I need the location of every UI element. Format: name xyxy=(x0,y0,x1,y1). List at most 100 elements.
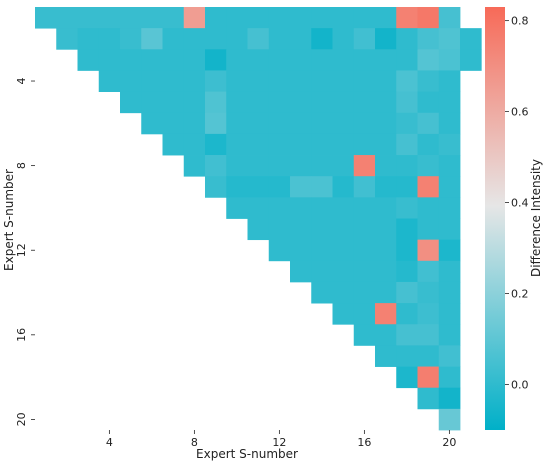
heatmap-cell xyxy=(311,155,333,177)
x-axis-label: Expert S-number xyxy=(196,447,298,461)
heatmap-cell xyxy=(396,133,418,156)
heatmap-cell xyxy=(226,197,248,219)
colorbar-tick-label: 0.4 xyxy=(511,197,529,210)
heatmap-cell xyxy=(353,176,376,198)
colorbar-tick-label: 0.6 xyxy=(511,106,529,119)
heatmap-cell xyxy=(332,133,355,156)
heatmap-cell xyxy=(396,176,418,198)
heatmap-cell xyxy=(120,91,142,114)
heatmap-cell xyxy=(247,218,270,241)
heatmap-cell xyxy=(417,303,440,325)
heatmap-cell xyxy=(417,155,440,177)
heatmap-cell xyxy=(247,176,270,198)
heatmap-cell xyxy=(375,197,397,219)
y-axis-ticks: 4 8 12 16 20 xyxy=(15,78,35,426)
heatmap-cell xyxy=(375,345,397,367)
heatmap-cell xyxy=(311,28,333,50)
heatmap-cell xyxy=(247,197,270,219)
heatmap-cell xyxy=(290,91,312,114)
heatmap-cell xyxy=(332,260,355,283)
heatmap-cell xyxy=(268,133,291,156)
heatmap-cell xyxy=(162,7,185,29)
heatmap-cell xyxy=(353,218,376,241)
y-tick-label: 12 xyxy=(15,243,28,257)
heatmap-cell xyxy=(375,324,397,346)
heatmap-cell xyxy=(247,112,270,135)
heatmap-cell xyxy=(438,49,461,71)
heatmap-cell xyxy=(226,91,248,114)
heatmap-cell xyxy=(332,70,355,92)
y-axis-label: Expert S-number xyxy=(2,169,16,271)
heatmap-cell xyxy=(417,49,440,71)
heatmap-cell xyxy=(247,70,270,92)
heatmap-cell xyxy=(120,7,142,29)
heatmap-cell xyxy=(311,133,333,156)
colorbar-label: Difference Intensity xyxy=(529,159,543,277)
heatmap-cell xyxy=(375,218,397,241)
heatmap-cell xyxy=(438,112,461,135)
heatmap-cell xyxy=(141,28,163,50)
heatmap-cell xyxy=(77,49,100,71)
colorbar-tick-label: 0.8 xyxy=(511,15,529,28)
heatmap-cell xyxy=(417,218,440,241)
heatmap-cell xyxy=(417,28,440,50)
y-tick-label: 20 xyxy=(15,412,28,426)
heatmap-cell xyxy=(205,176,227,198)
colorbar-tick-label: 0.2 xyxy=(511,288,529,301)
heatmap-cell xyxy=(311,260,333,283)
heatmap-cell xyxy=(268,197,291,219)
heatmap-cell xyxy=(396,197,418,219)
heatmap-cell xyxy=(268,112,291,135)
x-tick-label: 16 xyxy=(357,436,371,449)
heatmap-cell xyxy=(353,133,376,156)
heatmap-cell xyxy=(375,133,397,156)
heatmap-cell xyxy=(396,260,418,283)
heatmap-cell xyxy=(205,28,227,50)
heatmap-cell xyxy=(396,7,418,29)
heatmap-cell xyxy=(353,70,376,92)
heatmap-cell xyxy=(290,133,312,156)
y-tick-label: 16 xyxy=(15,328,28,342)
heatmap-cell xyxy=(396,324,418,346)
heatmap-cell xyxy=(98,7,121,29)
heatmap-cell xyxy=(375,7,397,29)
heatmap-cell xyxy=(290,70,312,92)
heatmap-cell xyxy=(98,70,121,92)
heatmap-cell xyxy=(417,387,440,410)
heatmap-cell xyxy=(226,112,248,135)
heatmap-cell xyxy=(353,260,376,283)
heatmap-cell xyxy=(162,49,185,71)
heatmap-cell xyxy=(417,176,440,198)
heatmap-cell xyxy=(205,49,227,71)
heatmap-cell xyxy=(141,112,163,135)
x-axis-ticks: 4 8 12 16 20 xyxy=(106,430,456,449)
heatmap-cell xyxy=(396,239,418,262)
heatmap-cell xyxy=(353,155,376,177)
heatmap-cell xyxy=(375,303,397,325)
heatmap-cell xyxy=(120,28,142,50)
heatmap-cell xyxy=(183,112,206,135)
heatmap-cell xyxy=(290,260,312,283)
heatmap-cell xyxy=(247,133,270,156)
heatmap-cell xyxy=(268,239,291,262)
heatmap-cell xyxy=(311,281,333,304)
heatmap-cell xyxy=(396,70,418,92)
heatmap-cell xyxy=(311,91,333,114)
heatmap-cell xyxy=(311,112,333,135)
heatmap-cell xyxy=(375,155,397,177)
heatmap-cell xyxy=(332,239,355,262)
heatmap-cell xyxy=(353,281,376,304)
heatmap-cells xyxy=(35,7,482,431)
heatmap-cell xyxy=(396,49,418,71)
heatmap-cell xyxy=(417,366,440,389)
heatmap-cell xyxy=(438,91,461,114)
heatmap-cell xyxy=(141,7,163,29)
heatmap-cell xyxy=(35,7,57,29)
heatmap-cell xyxy=(183,7,206,29)
heatmap-cell xyxy=(438,28,461,50)
heatmap-cell xyxy=(375,281,397,304)
heatmap-cell xyxy=(396,112,418,135)
heatmap-cell xyxy=(226,28,248,50)
heatmap-cell xyxy=(290,218,312,241)
